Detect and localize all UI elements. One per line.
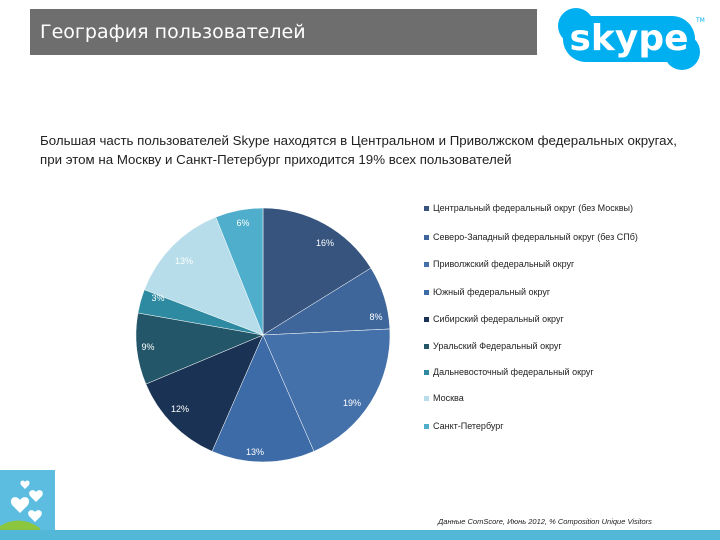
pie-slice (144, 216, 264, 336)
legend-swatch (424, 343, 429, 349)
slice-data-label: 13% (246, 447, 264, 457)
legend-swatch (424, 369, 429, 375)
pie-slice (145, 334, 264, 452)
legend-label: Северо-Западный федеральный округ (без С… (433, 232, 638, 242)
slice-data-label: 19% (343, 398, 361, 408)
legend-item: Северо-Западный федеральный округ (без С… (424, 232, 638, 242)
legend-item: Дальневосточный федеральный округ (424, 367, 594, 377)
slice-data-label: 13% (175, 256, 193, 266)
pie-slice (215, 207, 264, 336)
legend-item: Москва (424, 393, 464, 403)
slice-data-label: 3% (151, 293, 164, 303)
pie-slice (211, 334, 315, 463)
legend-item: Уральский Федеральный округ (424, 341, 562, 351)
slice-data-label: 8% (369, 312, 382, 322)
svg-text:TM: TM (695, 17, 705, 24)
decorative-hearts-icon (0, 470, 55, 532)
pie-slice (262, 328, 391, 452)
legend-swatch (424, 423, 429, 429)
page-title: География пользователей (30, 9, 537, 55)
legend-swatch (424, 395, 429, 401)
bottom-strip (0, 530, 720, 540)
page-title-text: География пользователей (40, 21, 306, 43)
legend-label: Дальневосточный федеральный округ (433, 367, 594, 377)
slice-data-label: 12% (171, 404, 189, 414)
slice-data-label: 6% (236, 218, 249, 228)
skype-logo-text: skype (569, 18, 688, 59)
legend-swatch (424, 261, 429, 267)
source-note: Данные ComScore, Июнь 2012, % Compositio… (438, 517, 652, 526)
legend-label: Уральский Федеральный округ (433, 341, 562, 351)
legend-item: Сибирский федеральный округ (424, 314, 564, 324)
legend-label: Москва (433, 393, 464, 403)
legend-swatch (424, 234, 429, 240)
legend-label: Санкт-Петербург (433, 421, 504, 431)
legend-label: Южный федеральный округ (433, 287, 551, 297)
skype-logo: skype TM (558, 8, 705, 70)
legend-swatch (424, 316, 429, 322)
legend-label: Приволжский федеральный округ (433, 259, 575, 269)
legend-item: Южный федеральный округ (424, 287, 550, 297)
slice-data-label: 9% (141, 342, 154, 352)
legend-item: Центральный федеральный округ (без Москв… (424, 203, 633, 213)
pie-slice (262, 207, 372, 336)
slice-data-label: 16% (316, 238, 334, 248)
legend-swatch (424, 289, 429, 295)
legend-swatch (424, 205, 429, 211)
chart-description: Большая часть пользователей Skype находя… (40, 133, 677, 167)
legend-label: Центральный федеральный округ (без Москв… (433, 203, 633, 213)
legend-label: Сибирский федеральный округ (433, 314, 564, 324)
legend-item: Санкт-Петербург (424, 421, 504, 431)
legend-item: Приволжский федеральный округ (424, 259, 574, 269)
